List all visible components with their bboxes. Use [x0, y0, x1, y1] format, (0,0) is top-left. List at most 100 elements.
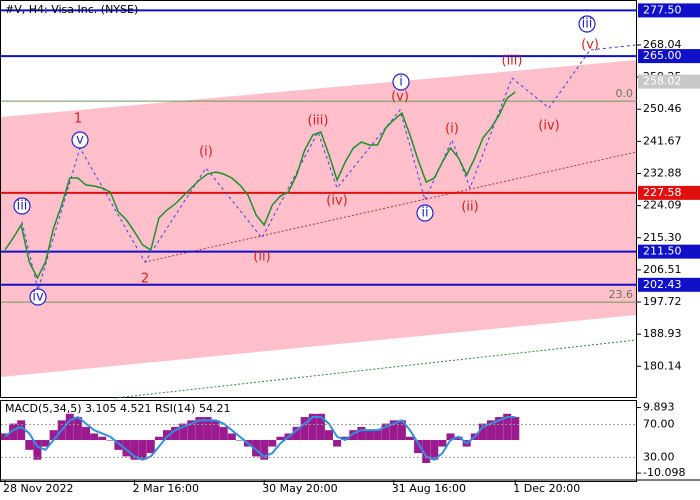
y-tick-label: 206.51: [643, 263, 682, 276]
y-tick-label: 188.93: [643, 327, 682, 340]
macd-bar: [406, 436, 414, 441]
x-tick-label: 30 May 20:00: [262, 482, 337, 495]
macd-bar: [98, 436, 107, 441]
wave-label: iii: [582, 17, 593, 32]
macd-bar: [33, 440, 42, 460]
wave-label: (iv): [326, 194, 347, 209]
last-price-box: [638, 74, 700, 89]
level-label-box: [638, 3, 700, 18]
rsi-tick-label: 30.00: [643, 450, 675, 463]
indicator-tick-label: -10.098: [643, 466, 685, 479]
indicator-label: MACD(5,34,5) 3.105 4.521 RSI(14) 54.21: [5, 402, 230, 415]
macd-bar: [300, 417, 309, 441]
y-tick-label: 224.09: [643, 199, 682, 212]
macd-bar: [49, 430, 58, 441]
level-label-box: [638, 277, 700, 292]
x-tick-label: 31 Aug 16:00: [392, 482, 466, 495]
wave-label: i: [399, 75, 403, 90]
macd-bar: [292, 426, 301, 441]
wave-label: iv: [32, 290, 44, 305]
macd-bar: [495, 417, 504, 441]
wave-label: (iii): [502, 54, 523, 69]
macd-bar: [9, 423, 18, 441]
macd-bar: [357, 426, 366, 441]
macd-bar: [422, 440, 431, 463]
macd-bar: [25, 440, 34, 450]
wave-circle: [13, 197, 31, 215]
last-price-label: 258.02: [643, 75, 682, 88]
x-tick-label: 28 Nov 2022: [3, 482, 73, 495]
level-label: 265.00: [643, 49, 682, 62]
y-tick-label: 241.67: [643, 134, 682, 147]
fib-label: 23.6: [609, 288, 634, 301]
macd-bar: [122, 440, 131, 457]
fib-label: 0.0: [616, 87, 634, 100]
macd-bar: [41, 440, 50, 447]
support-line: [114, 339, 637, 399]
wave-circle: [578, 15, 596, 33]
macd-bar: [114, 440, 123, 450]
macd-bar: [252, 440, 261, 457]
wave-label: (i): [199, 145, 213, 160]
wave-label: ii: [421, 206, 428, 221]
macd-bar: [73, 417, 82, 441]
wave-label: 1: [74, 112, 82, 127]
macd-bar: [154, 436, 163, 441]
macd-bar: [235, 440, 244, 441]
macd-bar: [487, 420, 495, 441]
price-line: [4, 91, 516, 280]
macd-bar: [365, 430, 374, 441]
wave-circle: [29, 288, 47, 306]
macd-bar: [503, 413, 512, 441]
macd-bar: [179, 423, 188, 441]
y-tick-label: 268.04: [643, 38, 682, 51]
macd-bar: [187, 420, 196, 441]
channel-band: [1, 60, 636, 377]
macd-bar: [203, 417, 212, 441]
macd-bar: [260, 440, 269, 460]
level-label-box: [638, 49, 700, 64]
wave-label: (i): [445, 122, 459, 137]
macd-bar: [341, 436, 350, 441]
macd-bar: [333, 440, 342, 447]
wave-label: v: [76, 133, 84, 148]
macd-bar: [381, 423, 390, 441]
macd-bar: [397, 420, 406, 441]
macd-bar: [438, 440, 447, 447]
macd-bar: [138, 440, 147, 460]
wave-label: (ii): [461, 200, 478, 215]
macd-bar: [389, 420, 398, 441]
macd-bar: [163, 430, 171, 441]
macd-bar: [227, 433, 236, 441]
wave-label: iii: [17, 199, 28, 214]
rsi-tick-label: 70.00: [643, 418, 675, 431]
y-tick-label: 180.14: [643, 359, 682, 372]
macd-bar: [446, 433, 455, 441]
y-tick-label: 250.46: [643, 102, 682, 115]
level-label-box: [638, 185, 700, 200]
wave-label: (v): [391, 90, 409, 105]
macd-bar: [276, 436, 285, 441]
macd-bar: [130, 440, 139, 460]
wave-label: (v): [581, 38, 599, 53]
wave-circle: [392, 73, 410, 91]
macd-bar: [17, 420, 26, 441]
indicator-tick-label: 9.893: [643, 401, 675, 414]
macd-bar: [414, 440, 423, 454]
macd-bar: [146, 440, 155, 454]
macd-bar: [349, 430, 358, 441]
macd-bar: [82, 426, 90, 441]
chart-title: #V, H4: Visa Inc. (NYSE): [5, 3, 138, 16]
signal-line: [4, 415, 516, 461]
level-label: 202.43: [643, 278, 682, 291]
macd-bar: [268, 440, 277, 447]
y-tick-label: 232.88: [643, 167, 682, 180]
macd-bar: [219, 426, 228, 441]
wave-label: 2: [141, 272, 149, 287]
wave-label: (iv): [538, 119, 559, 134]
macd-bar: [195, 417, 204, 441]
y-tick-label: 215.30: [643, 231, 682, 244]
wave-circle: [416, 204, 434, 222]
y-tick-label: 197.72: [643, 295, 682, 308]
